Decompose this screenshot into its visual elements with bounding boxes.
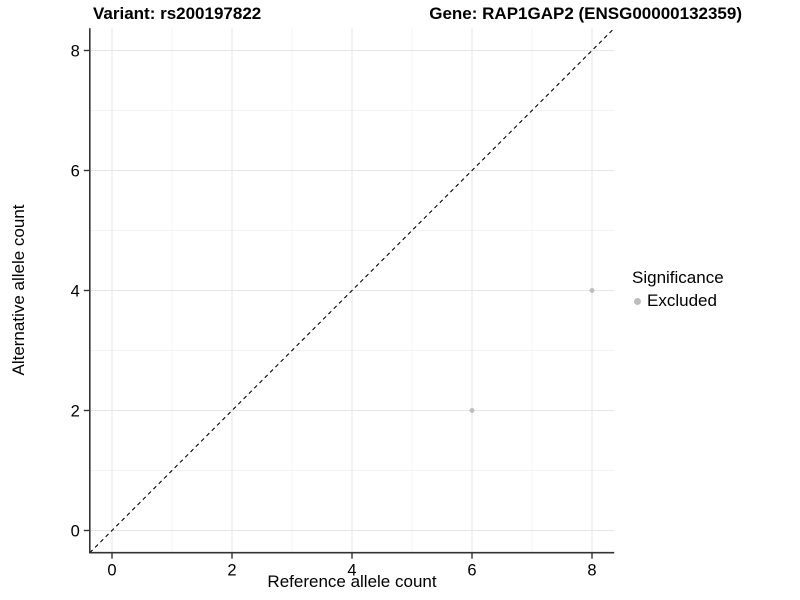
legend-item-label: Excluded: [647, 291, 717, 310]
x-tick-label: 2: [227, 562, 236, 580]
x-tick-label: 4: [347, 562, 356, 580]
x-axis-label: Reference allele count: [267, 572, 437, 591]
gene-title: Gene: RAP1GAP2 (ENSG00000132359): [429, 4, 742, 23]
x-tick-label: 8: [587, 562, 596, 580]
legend-item-excluded: Excluded: [632, 291, 724, 311]
y-tick-label: 4: [71, 283, 80, 301]
variant-title: Variant: rs200197822: [93, 4, 262, 23]
legend-title: Significance: [632, 268, 724, 287]
y-tick-label: 0: [71, 523, 80, 541]
data-point: [589, 288, 595, 293]
data-point: [469, 408, 475, 413]
x-tick-label: 6: [467, 562, 476, 580]
identity-line: [89, 27, 615, 554]
y-tick-label: 6: [71, 163, 80, 181]
y-tick-label: 2: [71, 403, 80, 421]
legend: Significance Excluded: [632, 268, 724, 311]
legend-point-icon: [634, 297, 641, 305]
y-tick-label: 8: [71, 43, 80, 61]
x-tick-label: 0: [107, 562, 116, 580]
